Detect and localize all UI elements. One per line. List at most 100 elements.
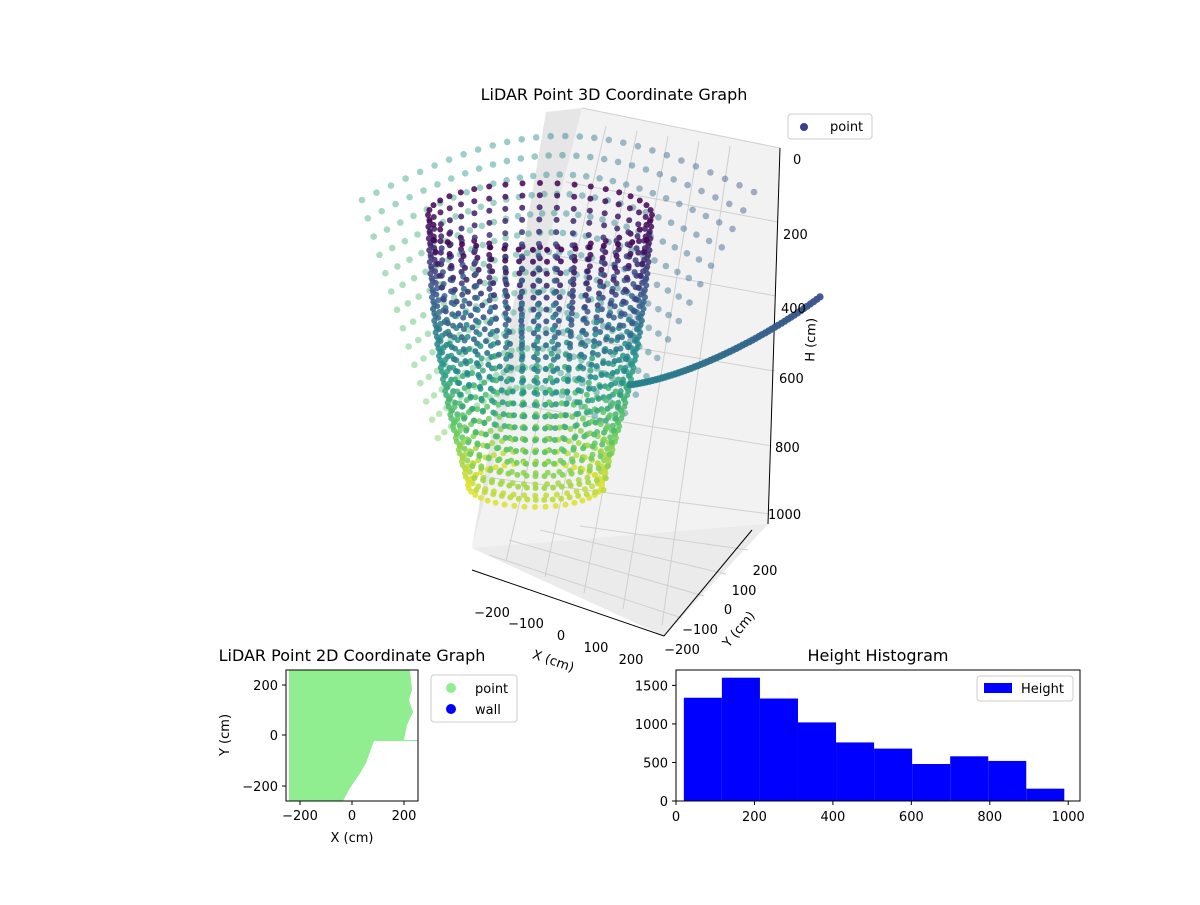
data-point (591, 338, 598, 345)
data-point (510, 400, 517, 407)
data-point (490, 409, 497, 416)
data-point (643, 266, 650, 272)
data-point (501, 423, 508, 429)
data-point (502, 269, 509, 276)
data-point (621, 395, 628, 402)
data-point (612, 388, 619, 395)
data-point (376, 251, 383, 259)
data-point (562, 424, 569, 431)
data-point (502, 310, 509, 317)
data-point (474, 441, 481, 448)
data-point (473, 242, 480, 249)
data-point (458, 334, 465, 341)
data-point (560, 459, 567, 466)
data-point (490, 452, 497, 459)
data-point (565, 395, 572, 402)
y-tick: 0 (660, 795, 668, 810)
data-point (470, 382, 477, 389)
data-point (639, 260, 646, 267)
x-axis-label-2d: X (cm) (331, 831, 374, 846)
data-point (520, 377, 527, 384)
data-point (623, 274, 630, 281)
point-region (289, 670, 418, 801)
x-tick: 0 (557, 629, 565, 644)
data-point (425, 373, 433, 381)
histogram-bar (874, 748, 913, 801)
data-point (479, 367, 486, 374)
data-point (591, 134, 598, 142)
data-point (411, 361, 418, 369)
data-point (573, 411, 580, 418)
data-point (601, 222, 608, 229)
data-point (428, 416, 436, 424)
data-point (434, 434, 442, 442)
data-point (643, 202, 650, 209)
data-point (519, 204, 526, 211)
data-point (557, 258, 564, 265)
data-point (406, 193, 413, 201)
data-point (558, 246, 565, 253)
data-point (602, 198, 609, 205)
data-point (611, 358, 618, 365)
data-point (609, 326, 616, 333)
data-point (597, 282, 604, 289)
data-point (471, 234, 478, 241)
data-point (551, 334, 558, 341)
data-point (576, 481, 583, 487)
data-point (625, 344, 632, 351)
data-point (569, 458, 576, 465)
data-point (448, 344, 455, 351)
data-point (435, 336, 442, 343)
data-point (534, 326, 541, 333)
data-point (460, 151, 467, 158)
data-point (530, 282, 537, 289)
data-point (450, 274, 457, 281)
data-point (586, 385, 593, 392)
data-point (534, 301, 541, 308)
data-point (525, 230, 532, 237)
data-point (434, 260, 441, 267)
data-point (432, 248, 439, 255)
data-point (591, 194, 599, 201)
data-point (577, 363, 584, 370)
data-point (571, 464, 578, 471)
data-point (557, 270, 564, 277)
data-point (642, 294, 648, 301)
data-point (521, 492, 528, 499)
data-point (439, 332, 446, 339)
data-point (614, 158, 622, 166)
data-point (683, 250, 691, 257)
data-point (511, 424, 518, 431)
data-point (623, 356, 629, 362)
x-tick: −200 (282, 809, 318, 824)
data-point (426, 207, 433, 213)
data-point (477, 203, 485, 211)
data-point (556, 171, 563, 178)
data-point (446, 332, 453, 339)
data-point (485, 455, 492, 462)
data-point (388, 244, 396, 252)
data-point (518, 253, 525, 260)
data-point (579, 192, 586, 199)
data-point (543, 330, 550, 337)
data-point (659, 238, 667, 245)
data-point (553, 229, 560, 236)
data-point (476, 278, 483, 285)
data-point (511, 502, 518, 509)
data-point (492, 304, 499, 310)
data-point (437, 320, 444, 327)
data-point (425, 223, 432, 230)
data-point (636, 209, 642, 216)
data-point (676, 200, 683, 208)
data-point (424, 330, 432, 338)
data-point (491, 421, 498, 428)
data-point (597, 421, 604, 428)
z-axis-label-3d: H (cm) (803, 318, 820, 362)
data-point (648, 223, 655, 230)
data-point (482, 338, 489, 345)
data-point (581, 315, 587, 322)
data-point (581, 304, 588, 310)
data-point (480, 477, 487, 484)
data-point (604, 324, 611, 331)
data-point (478, 222, 486, 230)
